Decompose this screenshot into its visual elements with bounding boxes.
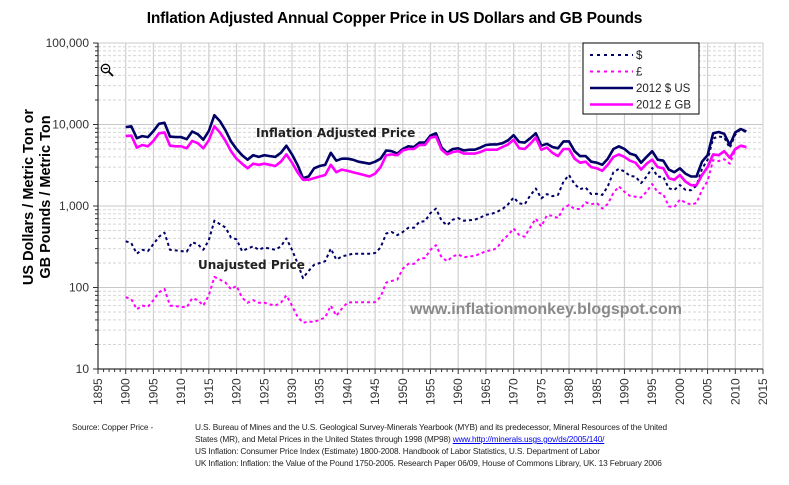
y-tick-label: 10 bbox=[76, 362, 90, 376]
x-tick-label: 1950 bbox=[396, 378, 410, 405]
legend-label: $ bbox=[636, 50, 643, 62]
source-usgs-link[interactable]: www.http://minerals.usgs.gov/ds/2005/140… bbox=[452, 434, 605, 444]
y-tick-label: 100 bbox=[69, 281, 89, 295]
x-tick-label: 2000 bbox=[673, 378, 687, 405]
x-tick-label: 1945 bbox=[368, 378, 382, 405]
legend: $ £2012 $ US 2012 £ GB bbox=[582, 42, 700, 115]
x-tick-label: 1990 bbox=[617, 378, 631, 405]
x-tick-label: 2005 bbox=[701, 378, 715, 405]
x-tick-label: 1915 bbox=[202, 378, 216, 405]
x-tick-labels: 1895 1900 1905 1910 1915 1920 1925 1930 1935 1940… bbox=[91, 378, 770, 405]
series-line-2012-gb bbox=[125, 125, 747, 187]
x-tick-label: 1935 bbox=[313, 378, 327, 405]
y-tick-label: 10,000 bbox=[52, 118, 89, 132]
source-copper-line2: States (MR), and Metal Prices in the Uni… bbox=[195, 434, 453, 444]
x-tick-label: 1985 bbox=[590, 378, 604, 405]
axes bbox=[93, 42, 764, 374]
x-tick-label: 1930 bbox=[285, 378, 299, 405]
source-lead: Source: Copper Price - bbox=[72, 422, 154, 432]
x-tick-label: 1900 bbox=[119, 378, 133, 405]
x-tick-label: 2015 bbox=[756, 378, 770, 405]
watermark-url: www.inflationmonkey.blogspot.com bbox=[409, 301, 682, 318]
x-tick-label: 1920 bbox=[230, 378, 244, 405]
source-uk-inflation: UK Inflation: Inflation: the Value of th… bbox=[195, 458, 662, 468]
legend-label: 2012 £ GB bbox=[636, 100, 691, 112]
source-us-inflation: US Inflation: Consumer Price Index (Esti… bbox=[195, 446, 600, 456]
series-line-2012-us bbox=[125, 113, 747, 180]
x-tick-label: 1970 bbox=[507, 378, 521, 405]
legend-label: £ bbox=[636, 67, 643, 79]
zoom-out-icon[interactable] bbox=[100, 63, 114, 77]
x-tick-label: 1980 bbox=[562, 378, 576, 405]
series-line- bbox=[125, 127, 747, 280]
x-tick-label: 1955 bbox=[424, 378, 438, 405]
x-tick-label: 1925 bbox=[257, 378, 271, 405]
y-tick-labels: 10 100 1,000 10,000 100,000 bbox=[46, 36, 90, 376]
grid bbox=[98, 42, 764, 369]
x-tick-label: 1960 bbox=[451, 378, 465, 405]
source-notes: Source: Copper Price - U.S. Bureau of Mi… bbox=[72, 421, 782, 469]
annotation-unadjusted: Unajusted Price bbox=[198, 258, 305, 272]
chart-canvas: 1895 1900 1905 1910 1915 1920 1925 1930 1935 1940… bbox=[46, 36, 770, 405]
y-tick-label: 1,000 bbox=[59, 199, 89, 213]
x-tick-label: 1895 bbox=[91, 378, 105, 405]
annotation-inflation-adjusted: Inflation Adjusted Price bbox=[256, 126, 415, 140]
x-tick-label: 1995 bbox=[645, 378, 659, 405]
x-tick-label: 1905 bbox=[146, 378, 160, 405]
series-lines bbox=[125, 113, 747, 324]
x-tick-label: 1975 bbox=[534, 378, 548, 405]
x-tick-label: 2010 bbox=[728, 378, 742, 405]
y-tick-label: 100,000 bbox=[46, 36, 90, 50]
source-copper-line1: U.S. Bureau of Mines and the U.S. Geolog… bbox=[195, 422, 667, 432]
chart-title: Inflation Adjusted Annual Copper Price i… bbox=[146, 10, 643, 27]
legend-label: 2012 $ US bbox=[636, 83, 691, 95]
x-tick-label: 1910 bbox=[174, 378, 188, 405]
series-line- bbox=[125, 144, 747, 324]
x-tick-label: 1965 bbox=[479, 378, 493, 405]
x-tick-label: 1940 bbox=[340, 378, 354, 405]
